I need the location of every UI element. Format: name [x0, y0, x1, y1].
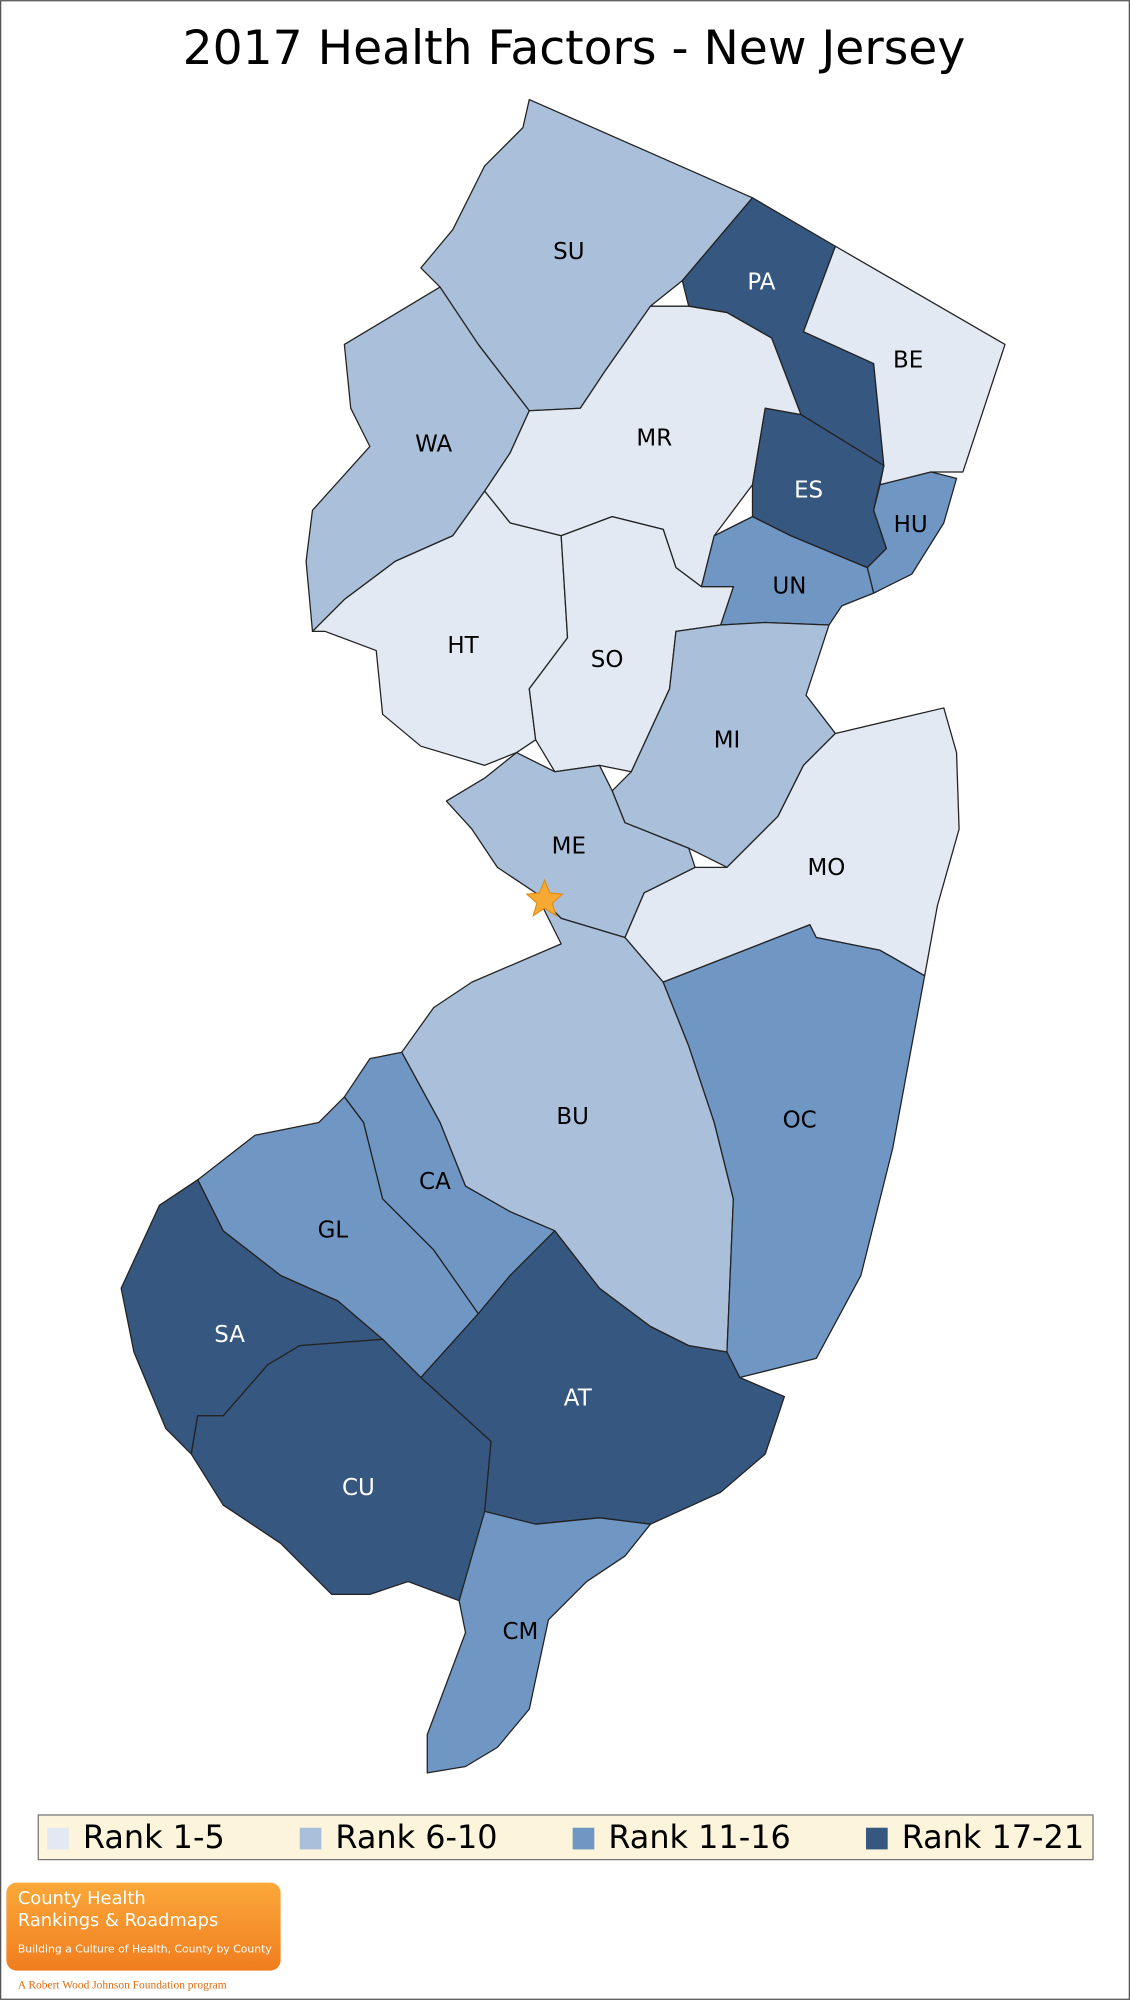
- county: [866, 471, 958, 594]
- logo-box: [6, 1882, 281, 1971]
- county-label: MO: [808, 855, 846, 881]
- title: 2017 Health Factors - New Jersey: [183, 21, 966, 76]
- county-label: HT: [447, 633, 479, 659]
- county-label: MR: [636, 425, 672, 451]
- county-label: MI: [714, 728, 741, 754]
- capital-star: [525, 878, 564, 918]
- logo-footer: A Robert Wood Johnson Foundation program: [18, 1979, 227, 1991]
- county: [662, 924, 926, 1379]
- legend-swatch: [865, 1827, 888, 1850]
- legend-swatch: [299, 1827, 322, 1850]
- county-label: ME: [552, 833, 586, 859]
- county-label: BE: [893, 348, 923, 374]
- legend: [37, 1814, 1094, 1861]
- legend-label: Rank 17-21: [902, 1818, 1084, 1856]
- legend-swatch: [572, 1827, 595, 1850]
- county-label: CU: [342, 1475, 375, 1501]
- counties: [120, 98, 1006, 1774]
- county-labels: SU PA BE WA MR ES HU UN HT SO MI MO ME BU OC CA GL SA CU AT…: [214, 239, 927, 1645]
- legend-label: Rank 6-10: [335, 1818, 497, 1856]
- county-label: PA: [747, 270, 775, 296]
- county-label: ES: [794, 478, 823, 504]
- county-label: OC: [783, 1108, 817, 1134]
- county-label: CM: [502, 1619, 538, 1645]
- county-label: GL: [318, 1217, 349, 1243]
- logo-line2: Rankings & Roadmaps: [18, 1910, 218, 1931]
- county: [426, 1510, 652, 1774]
- county-label: AT: [564, 1386, 593, 1412]
- legend-items: Rank 1-5 Rank 6-10 Rank 11-16 Rank 17-21: [47, 1818, 1084, 1856]
- county-label: CA: [419, 1169, 451, 1195]
- county-label: UN: [772, 573, 806, 599]
- legend-label: Rank 11-16: [608, 1818, 790, 1856]
- legend-swatch: [47, 1827, 69, 1850]
- county-label: WA: [415, 432, 452, 458]
- county-label: SA: [214, 1322, 245, 1348]
- county-label: BU: [556, 1104, 589, 1130]
- county: [445, 751, 696, 939]
- county-label: SO: [591, 647, 624, 673]
- logo-line1: County Health: [18, 1888, 146, 1909]
- logo-tagline: Building a Culture of Health, County by …: [18, 1943, 273, 1956]
- legend-label: Rank 1-5: [83, 1818, 225, 1856]
- county-label: HU: [894, 512, 928, 538]
- county-label: SU: [553, 239, 584, 265]
